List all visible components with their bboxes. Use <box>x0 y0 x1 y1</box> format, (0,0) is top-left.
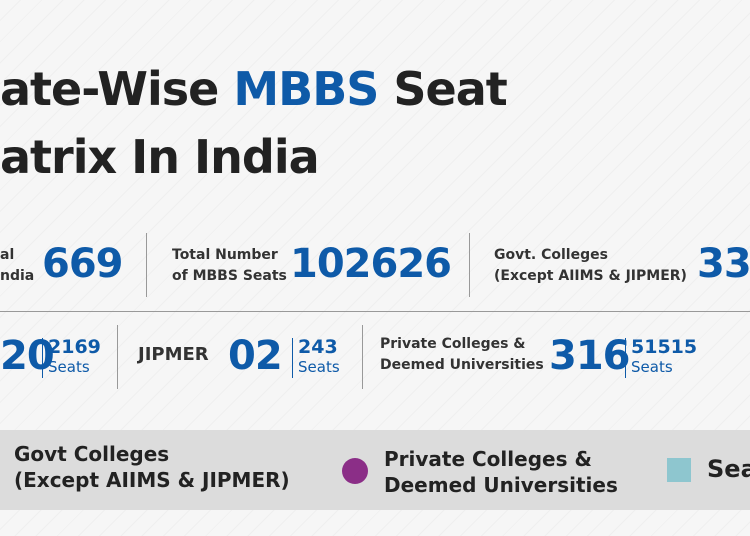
divider <box>625 338 626 378</box>
label-line: Deemed Universities <box>380 357 544 373</box>
seats-label: Seats <box>298 358 340 376</box>
stat-number: 02 <box>228 333 283 379</box>
label-line: of MBBS Seats <box>172 268 287 284</box>
seats-number: 2169 <box>48 336 101 358</box>
stat-label: Govt. Colleges (Except AIIMS & JIPMER) <box>494 245 687 287</box>
legend-square <box>667 458 691 482</box>
legend-item: Private Colleges & Deemed Universities <box>384 446 618 498</box>
title-text: ate-Wise <box>0 62 234 116</box>
label-line: ndia <box>0 268 35 284</box>
label-line: (Except AIIMS & JIPMER) <box>494 268 687 284</box>
stat-number: 102626 <box>290 241 452 287</box>
separator <box>0 311 750 312</box>
title-highlight: MBBS <box>233 62 379 116</box>
divider <box>469 233 470 297</box>
divider <box>146 233 147 297</box>
seats-label: Seats <box>48 358 90 376</box>
stat-label: JIPMER <box>138 344 209 365</box>
label-line: Private Colleges & <box>380 336 526 352</box>
title-text: Seat <box>378 62 507 116</box>
title-line2: atrix In India <box>0 130 320 184</box>
divider <box>117 325 118 389</box>
legend-text: Govt Colleges <box>14 442 170 466</box>
divider <box>362 325 363 389</box>
label-line: al <box>0 247 15 263</box>
seats: 243 Seats <box>298 336 340 377</box>
legend-text: Sea <box>707 455 750 483</box>
legend-item: Govt Colleges (Except AIIMS & JIPMER) <box>14 441 290 493</box>
title-line1: ate-Wise MBBS Seat <box>0 62 508 116</box>
label-line: Total Number <box>172 247 278 263</box>
seats: 51515 Seats <box>631 336 698 377</box>
legend-dot <box>342 458 368 484</box>
stat-number: 669 <box>42 241 123 287</box>
stat-label: Private Colleges & Deemed Universities <box>380 334 544 376</box>
seats-label: Seats <box>631 358 673 376</box>
legend-text: Private Colleges & <box>384 447 592 471</box>
stat-number: 316 <box>549 333 630 379</box>
divider <box>292 338 293 378</box>
seats-number: 51515 <box>631 336 698 358</box>
stat-label: al ndia <box>0 245 34 287</box>
seats-number: 243 <box>298 336 338 358</box>
legend-band <box>0 430 750 510</box>
legend-text: (Except AIIMS & JIPMER) <box>14 468 290 492</box>
legend-text: Deemed Universities <box>384 473 618 497</box>
divider <box>42 338 43 378</box>
seats: 2169 Seats <box>48 336 101 377</box>
label-line: Govt. Colleges <box>494 247 608 263</box>
stat-number: 20 <box>0 333 55 379</box>
stat-label: Total Number of MBBS Seats <box>172 245 287 287</box>
stat-number: 337 <box>697 241 750 287</box>
